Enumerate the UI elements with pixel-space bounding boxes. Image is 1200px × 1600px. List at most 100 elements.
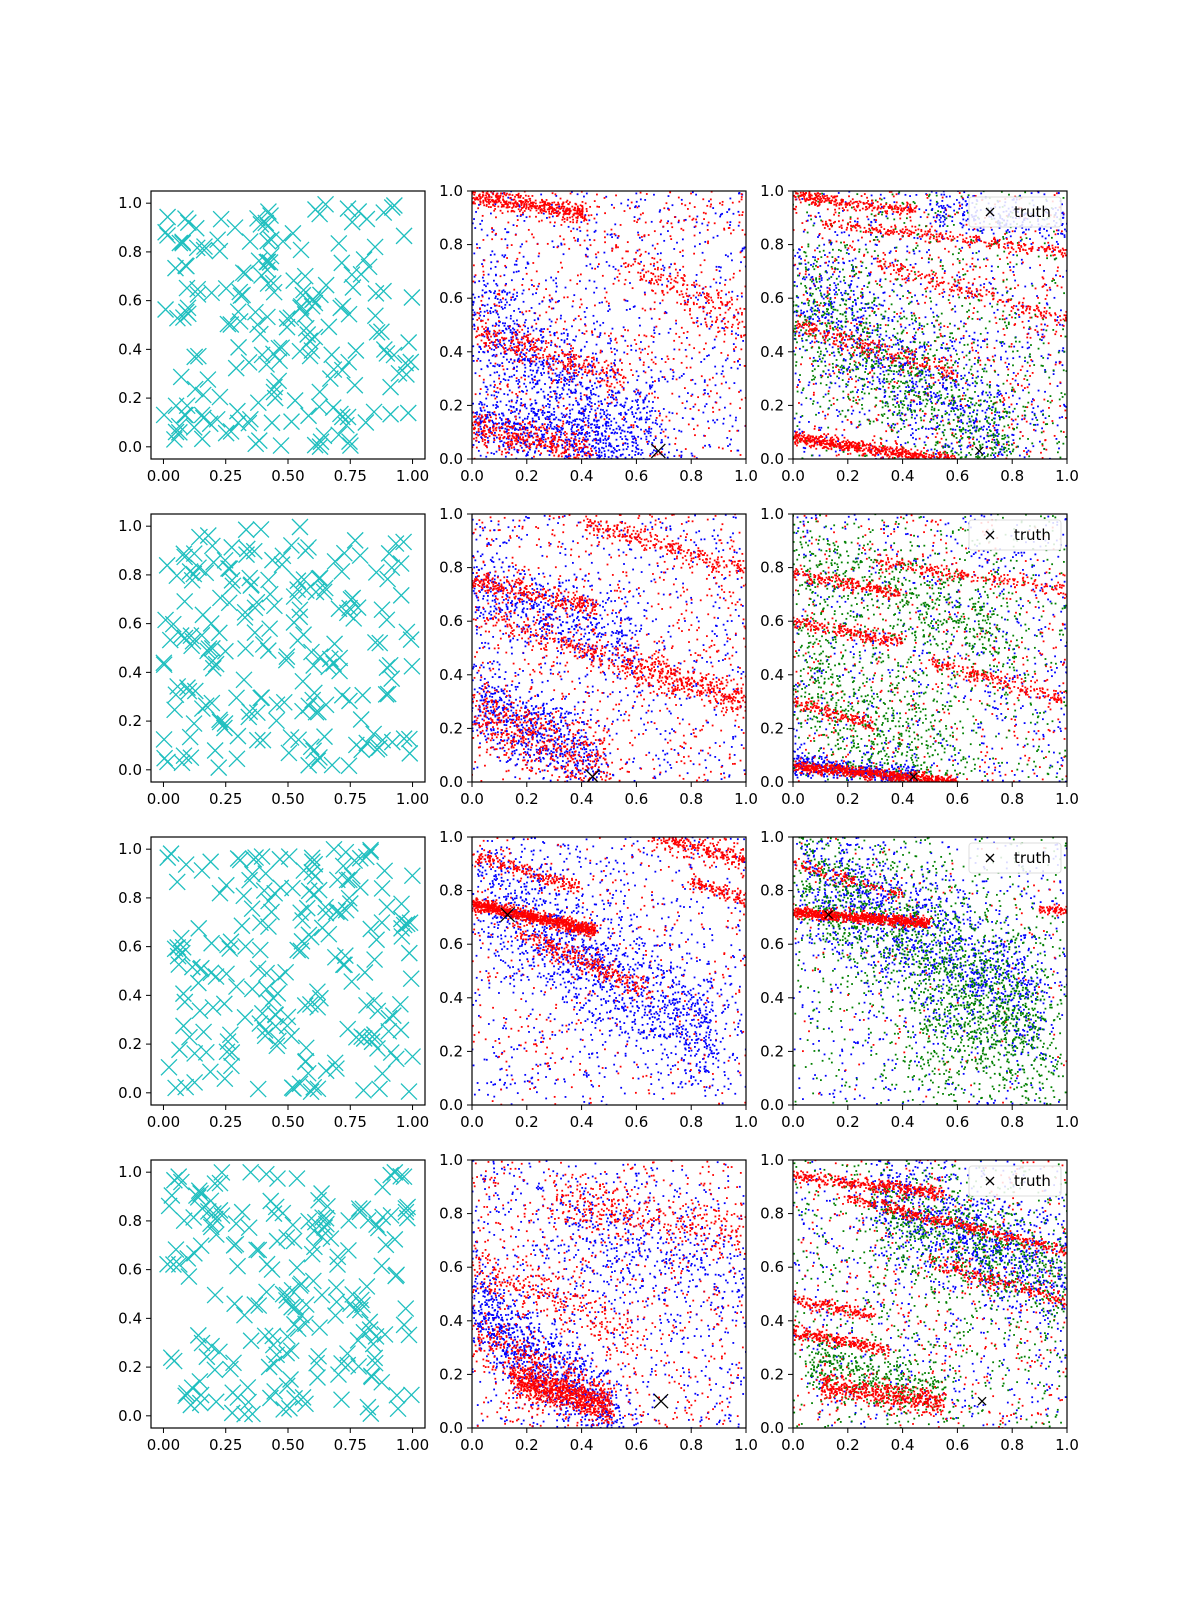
blue-point	[992, 232, 995, 235]
red-point	[542, 200, 544, 203]
red-point	[510, 444, 513, 447]
blue-point	[1062, 347, 1065, 350]
red-point	[483, 328, 485, 330]
blue-point	[557, 245, 560, 248]
blue-point	[603, 453, 606, 456]
blue-point	[698, 231, 701, 234]
red-point	[597, 380, 599, 383]
blue-point	[541, 414, 544, 416]
red-point	[504, 423, 507, 426]
red-point	[525, 240, 528, 243]
blue-point	[529, 369, 532, 372]
blue-point	[564, 438, 567, 441]
blue-point	[816, 441, 818, 444]
red-point	[516, 436, 518, 439]
blue-point	[695, 193, 697, 196]
blue-point	[827, 313, 830, 316]
blue-point	[577, 423, 580, 426]
red-point	[512, 432, 514, 435]
blue-point	[718, 270, 721, 273]
red-point	[606, 385, 609, 387]
red-point	[740, 196, 743, 198]
red-point	[741, 229, 744, 232]
blue-point	[581, 385, 584, 388]
blue-point	[549, 325, 552, 327]
red-point	[564, 431, 567, 433]
blue-point	[515, 428, 518, 431]
red-point	[548, 294, 551, 297]
blue-point	[517, 382, 519, 385]
blue-point	[499, 380, 502, 383]
blue-point	[557, 428, 559, 431]
red-point	[490, 431, 493, 434]
blue-point	[997, 330, 999, 333]
blue-point	[611, 393, 613, 396]
blue-point	[487, 327, 489, 330]
blue-point	[927, 374, 930, 377]
red-point	[875, 388, 878, 391]
blue-point	[608, 444, 610, 447]
blue-point	[608, 393, 611, 396]
red-point	[472, 427, 475, 430]
blue-point	[532, 411, 535, 414]
blue-point	[483, 351, 486, 354]
red-point	[499, 194, 502, 197]
blue-point	[996, 239, 999, 242]
sample-point	[344, 279, 362, 296]
blue-point	[891, 261, 894, 264]
blue-point	[893, 201, 896, 204]
blue-point	[743, 246, 746, 249]
red-point	[568, 210, 571, 213]
blue-point	[840, 291, 843, 294]
red-point	[661, 289, 664, 292]
red-point	[683, 303, 686, 306]
blue-point	[624, 339, 627, 342]
blue-point	[508, 375, 511, 378]
red-point	[702, 310, 705, 313]
red-point	[519, 436, 522, 438]
red-point	[610, 228, 613, 231]
red-point	[675, 332, 678, 335]
red-point	[528, 442, 531, 445]
blue-point	[676, 241, 678, 244]
red-point	[541, 204, 544, 207]
blue-point	[892, 377, 895, 380]
sample-point	[330, 426, 348, 444]
red-point	[555, 215, 558, 218]
red-point	[540, 452, 543, 455]
blue-point	[580, 419, 583, 422]
blue-point	[616, 432, 619, 435]
blue-point	[566, 456, 568, 459]
blue-point	[936, 314, 938, 317]
blue-point	[900, 285, 903, 287]
blue-point	[1052, 373, 1055, 376]
red-point	[603, 372, 606, 374]
blue-point	[631, 406, 633, 408]
blue-point	[609, 369, 612, 372]
blue-point	[548, 318, 551, 321]
red-point	[653, 257, 656, 260]
red-point	[474, 191, 476, 194]
red-point	[484, 197, 487, 199]
blue-point	[587, 386, 590, 389]
blue-point	[517, 378, 520, 381]
blue-point	[637, 407, 640, 410]
red-point	[672, 285, 675, 288]
red-point	[546, 432, 549, 435]
red-point	[654, 380, 656, 383]
red-point	[692, 321, 695, 324]
blue-point	[663, 453, 666, 456]
sample-point	[341, 433, 358, 451]
blue-point	[644, 428, 647, 431]
red-point	[627, 265, 629, 268]
blue-point	[580, 413, 583, 415]
red-point	[668, 419, 671, 422]
red-point	[554, 211, 557, 214]
blue-point	[932, 276, 934, 279]
blue-point	[533, 408, 535, 410]
blue-point	[896, 414, 899, 416]
blue-point	[504, 379, 507, 382]
blue-point	[533, 312, 536, 314]
red-point	[649, 263, 652, 266]
red-point	[566, 207, 569, 210]
